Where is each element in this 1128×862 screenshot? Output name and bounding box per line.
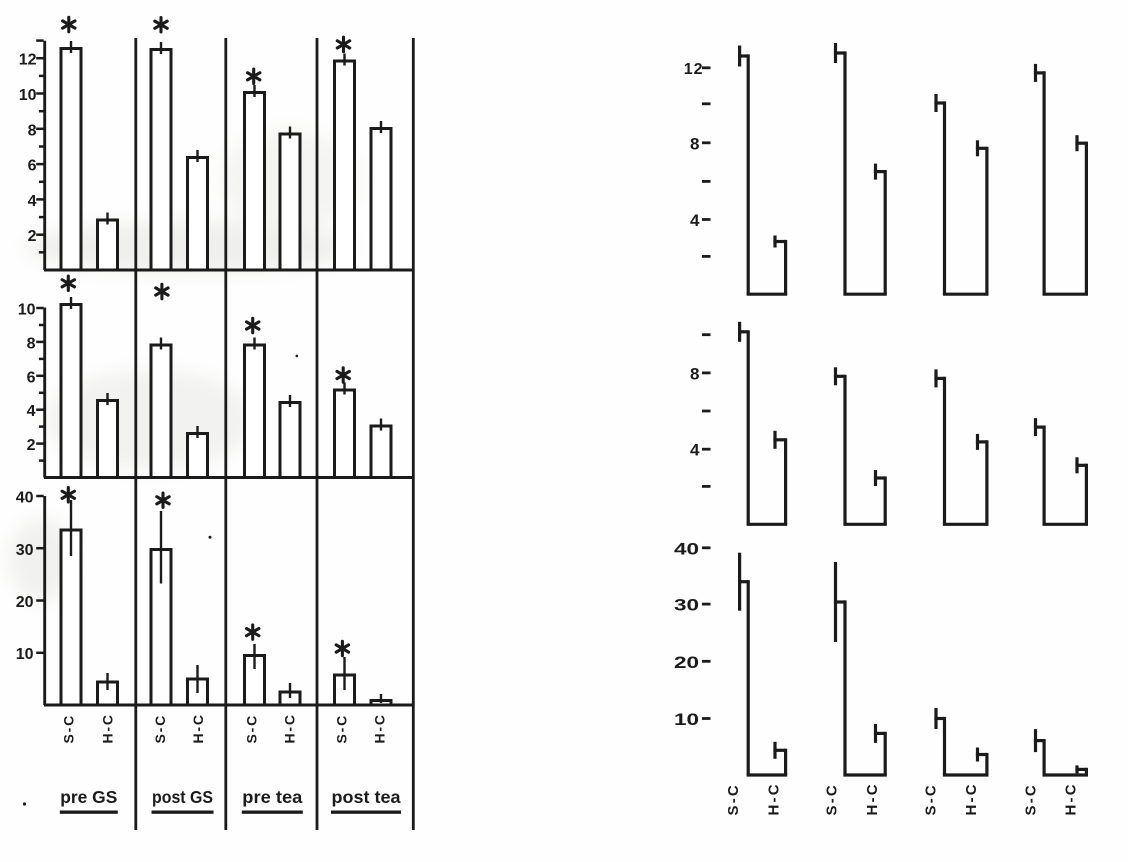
- svg-text:30: 30: [674, 596, 699, 615]
- svg-text:S-C: S-C: [923, 783, 940, 815]
- svg-text:2: 2: [28, 228, 37, 245]
- svg-text:10: 10: [16, 646, 34, 663]
- svg-text:pre GS: pre GS: [60, 787, 117, 807]
- svg-text:S-C: S-C: [243, 714, 259, 744]
- svg-text:30: 30: [16, 542, 34, 559]
- svg-text:S-C: S-C: [725, 783, 742, 815]
- svg-text:S-C: S-C: [824, 783, 841, 815]
- svg-text:H-C: H-C: [1063, 782, 1080, 815]
- svg-text:20: 20: [674, 653, 699, 672]
- svg-text:S-C: S-C: [1023, 783, 1040, 815]
- svg-text:20: 20: [16, 594, 34, 611]
- svg-text:8: 8: [27, 335, 36, 352]
- svg-text:40: 40: [16, 490, 34, 507]
- svg-text:post GS: post GS: [152, 787, 213, 807]
- svg-text:H-C: H-C: [99, 713, 115, 743]
- svg-text:12: 12: [684, 61, 704, 78]
- svg-text:4: 4: [27, 403, 36, 420]
- svg-text:10: 10: [674, 710, 699, 729]
- svg-text:S-C: S-C: [60, 714, 76, 744]
- svg-text:6: 6: [28, 158, 37, 175]
- svg-text:H-C: H-C: [963, 782, 980, 815]
- svg-text:6: 6: [27, 369, 36, 386]
- svg-text:H-C: H-C: [281, 713, 297, 743]
- svg-text:2: 2: [27, 437, 36, 454]
- svg-text:H-C: H-C: [190, 713, 206, 743]
- svg-text:S-C: S-C: [333, 714, 349, 744]
- svg-text:H-C: H-C: [371, 713, 387, 743]
- svg-text:H-C: H-C: [765, 782, 782, 815]
- svg-text:S-C: S-C: [152, 714, 168, 744]
- svg-text:12: 12: [19, 52, 37, 69]
- svg-text:4: 4: [690, 211, 700, 230]
- svg-text:10: 10: [19, 87, 37, 104]
- svg-text:8: 8: [28, 122, 37, 139]
- svg-text:4: 4: [690, 441, 700, 460]
- svg-text:H-C: H-C: [864, 782, 881, 815]
- svg-text:8: 8: [690, 134, 699, 153]
- svg-text:10: 10: [18, 302, 36, 319]
- svg-text:8: 8: [690, 364, 699, 383]
- svg-text:4: 4: [28, 193, 37, 210]
- svg-text:post tea: post tea: [332, 787, 401, 807]
- svg-text:pre tea: pre tea: [242, 787, 302, 807]
- svg-text:40: 40: [674, 539, 699, 558]
